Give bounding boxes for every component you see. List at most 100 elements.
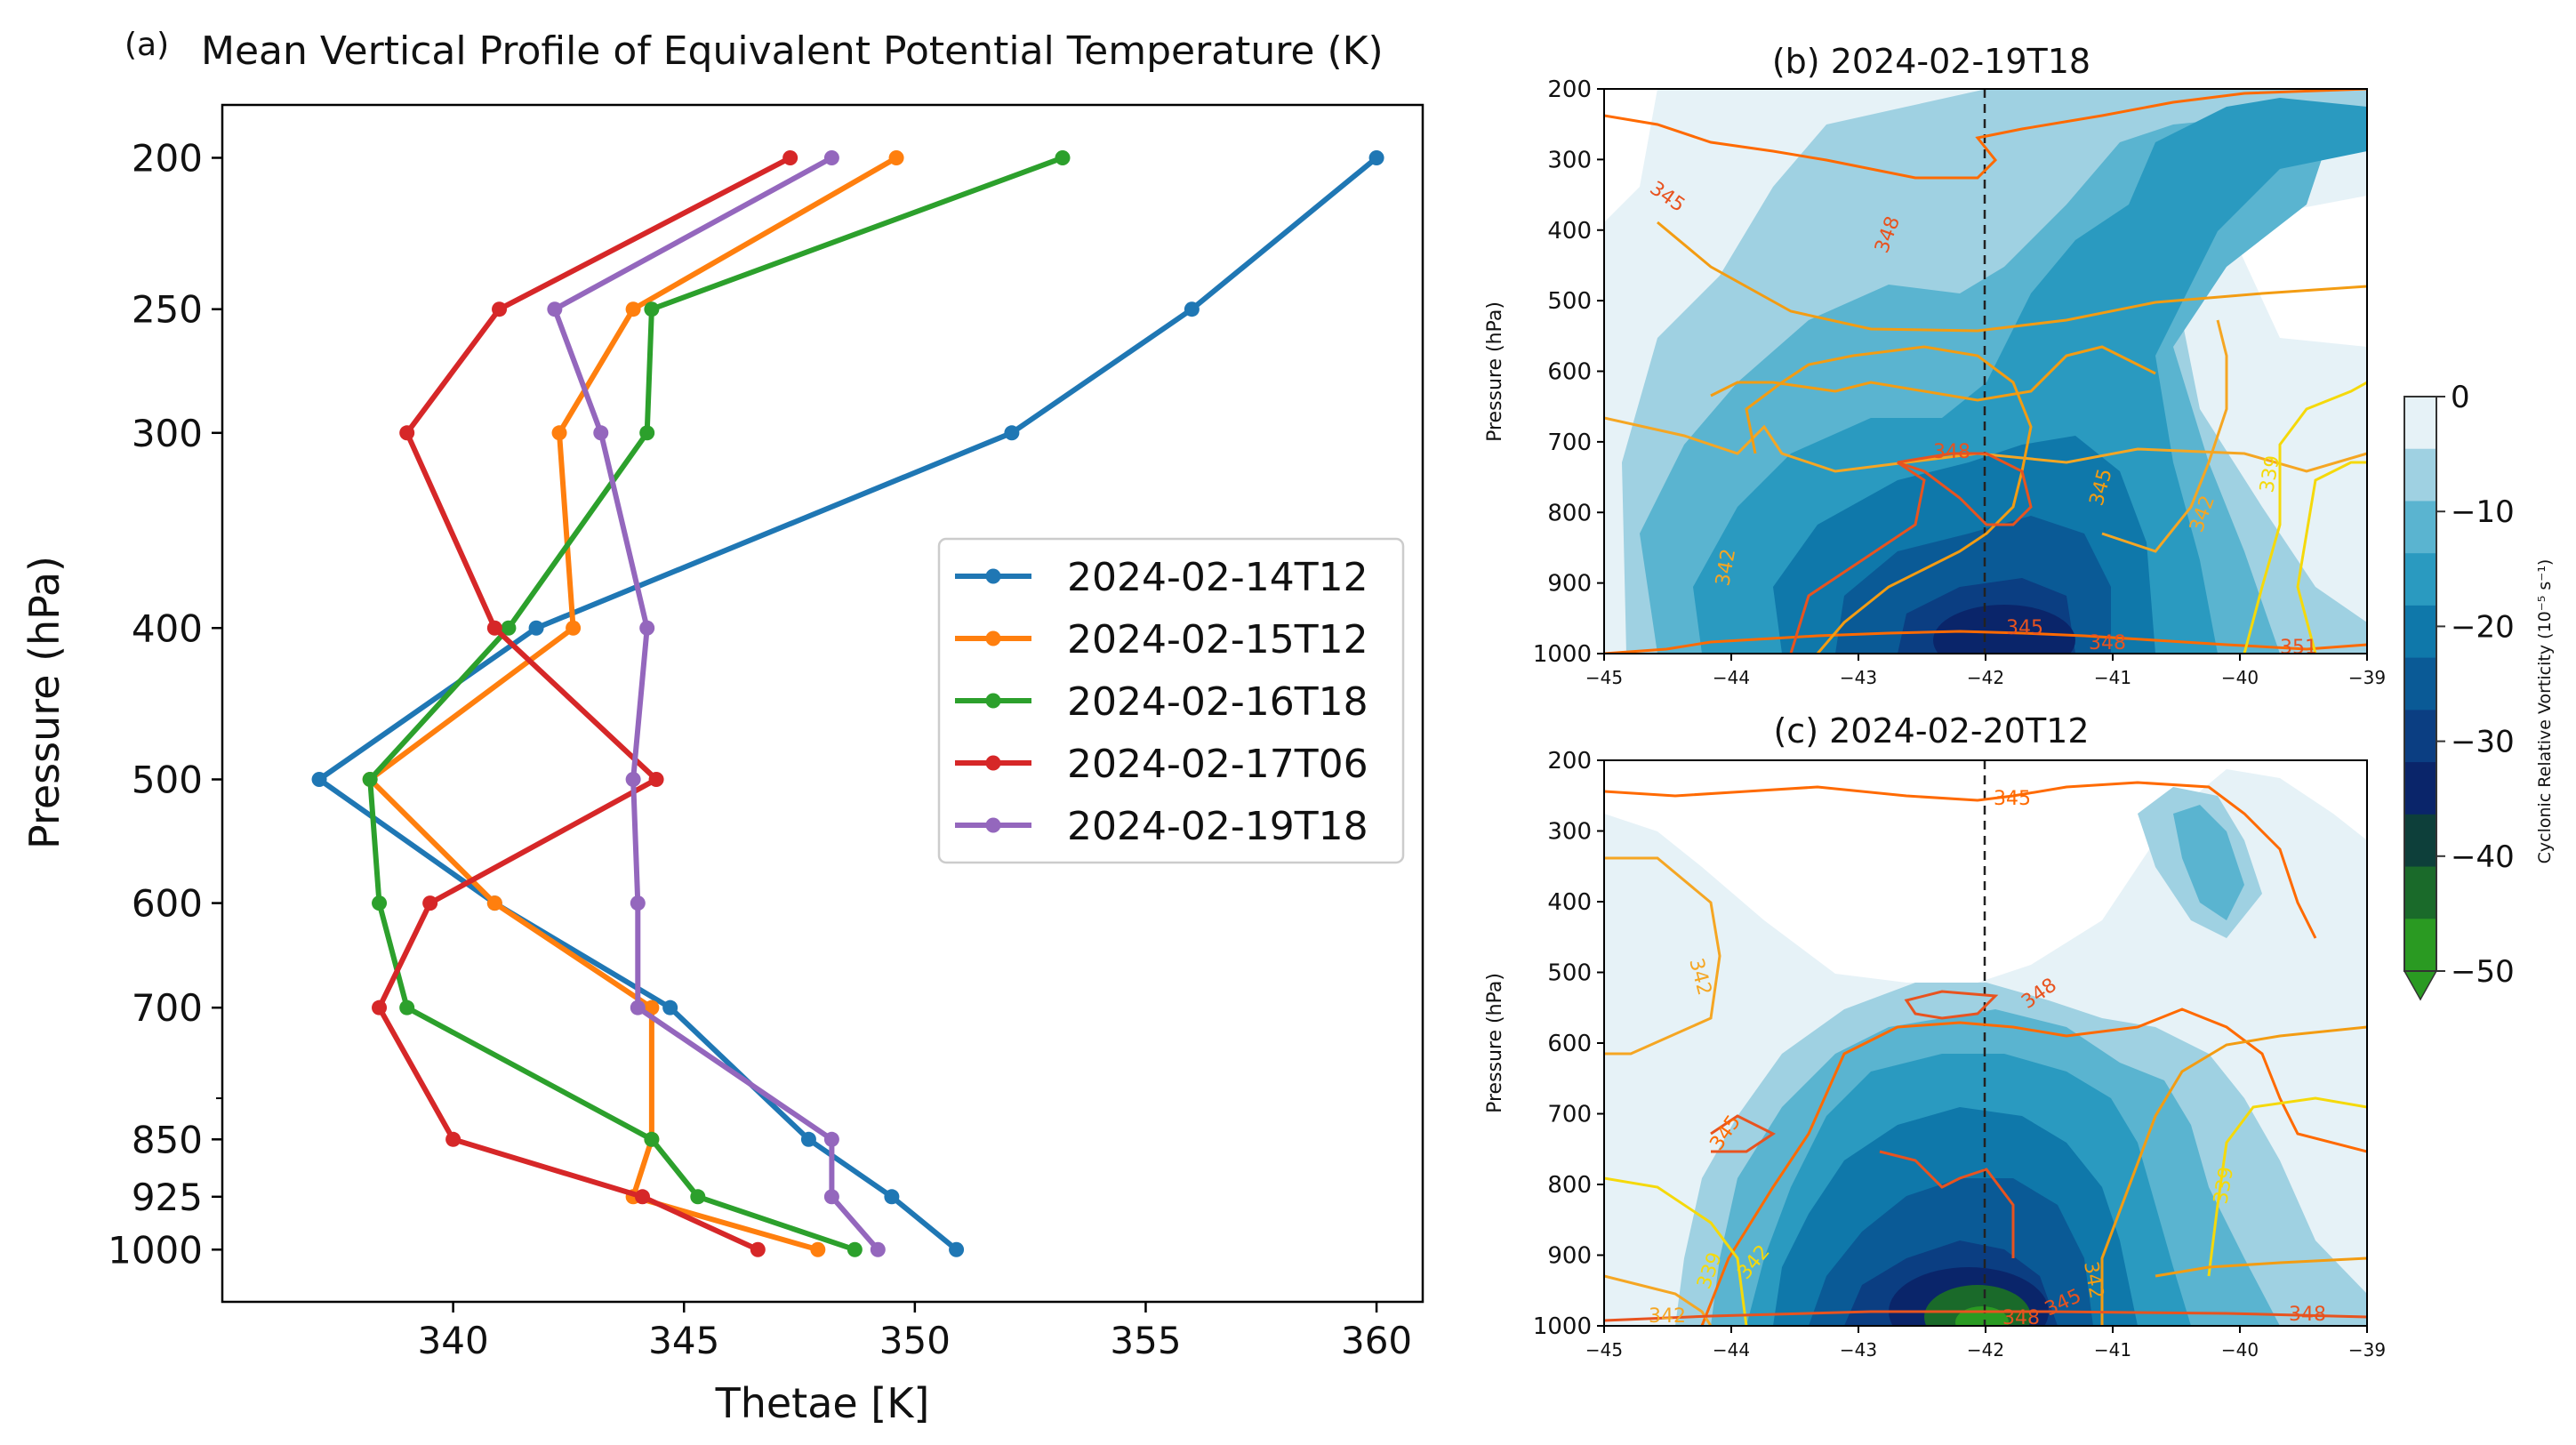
y-tick-label: 400 (1547, 218, 1592, 245)
series-point (639, 425, 655, 441)
series-line-2024-02-14T12 (317, 156, 1379, 1252)
legend-swatch-marker (985, 568, 1001, 584)
panel-b-y-label: Pressure (hPa) (1484, 301, 1506, 442)
legend-swatch-marker (985, 817, 1001, 833)
panel-a-title: Mean Vertical Profile of Equivalent Pote… (201, 28, 1384, 74)
series-point (823, 1189, 839, 1205)
series-point (662, 999, 678, 1016)
panel-a-y-label: Pressure (hPa) (20, 556, 68, 849)
b-core (1933, 605, 2075, 654)
series-point (639, 620, 655, 636)
b-contour-label: 348 (1933, 441, 1970, 463)
y-tick-label: 900 (1547, 571, 1592, 598)
series-point (1004, 425, 1020, 441)
c-contour-label: 345 (1994, 788, 2031, 810)
colorbar-tick-label: −30 (2451, 725, 2515, 760)
a-y-tick-label: 500 (132, 758, 203, 801)
series-point (870, 1241, 886, 1257)
panel-a-x-label: Thetae [K] (715, 1379, 930, 1427)
panel-c-ticks: 200 300 400 500 600 700 800 900 1000−45 −44 −43 −42… (1533, 748, 2386, 1361)
colorbar-ticks: 0 −10 −20 −30 −40 −50 (2436, 380, 2515, 990)
legend-label: 2024-02-16T18 (1067, 679, 1368, 725)
series-point (422, 895, 438, 911)
legend-label: 2024-02-17T06 (1067, 742, 1368, 787)
legend-label: 2024-02-14T12 (1067, 555, 1368, 600)
series-point (884, 1189, 900, 1205)
series-point (888, 149, 904, 165)
legend-swatch-marker (985, 630, 1001, 646)
colorbar-band (2404, 762, 2436, 815)
a-y-tick-label: 700 (132, 986, 203, 1030)
series-point (823, 149, 839, 165)
series-point (690, 1189, 706, 1205)
series-point (1184, 301, 1200, 317)
legend-entries: 2024-02-14T12 2024-02-15T12 2024-02-16T18 2… (955, 555, 1368, 849)
x-tick-label: −45 (1585, 1339, 1623, 1361)
y-tick-label: 300 (1547, 147, 1592, 173)
series-point (1055, 149, 1071, 165)
b-contour-label: 345 (2006, 617, 2043, 639)
colorbar-tick-label: −50 (2451, 954, 2515, 990)
series-point (750, 1241, 766, 1257)
colorbar-frame (2403, 396, 2437, 972)
series-point (486, 895, 502, 911)
series-point (486, 620, 502, 636)
panel-b: (b) 2024-02-19T18 (1484, 42, 2386, 688)
a-x-tick-label: 360 (1341, 1319, 1412, 1362)
series-point (630, 895, 646, 911)
series-point (311, 771, 327, 787)
series-point (399, 425, 415, 441)
panel-a-series (311, 149, 1384, 1257)
panel-a-y-ticks: 200 250 300 400 500 600 700 850 925 1000 (108, 136, 222, 1272)
series-line-2024-02-15T12 (367, 155, 898, 1253)
colorbar-tick-label: −10 (2451, 494, 2515, 530)
series-point (551, 425, 567, 441)
a-y-tick-label: 850 (132, 1118, 203, 1161)
panel-a-tag: (a) (124, 27, 169, 63)
legend-label: 2024-02-15T12 (1067, 617, 1368, 662)
colorbar-band (2404, 397, 2436, 450)
y-tick-label: 600 (1547, 359, 1592, 386)
a-x-tick-label: 355 (1110, 1319, 1181, 1362)
panel-b-field: 345 348 348 345 342 342 339 345 348 351 (1604, 89, 2367, 659)
colorbar-band (2404, 605, 2436, 659)
series-point (949, 1241, 965, 1257)
c-level-15-top (2173, 805, 2244, 920)
series-point (547, 301, 563, 317)
b-contour-label: 348 (2089, 632, 2126, 654)
colorbar-tick-label: −20 (2451, 609, 2515, 645)
legend-swatch-marker (985, 755, 1001, 771)
y-tick-label: 600 (1547, 1031, 1592, 1057)
series-point (372, 999, 388, 1016)
x-tick-label: −41 (2094, 667, 2131, 688)
x-tick-label: −44 (1713, 1339, 1750, 1361)
y-tick-label: 800 (1547, 1172, 1592, 1199)
y-tick-label: 1000 (1533, 1313, 1592, 1340)
colorbar-extend-arrow (2403, 970, 2438, 1001)
a-x-tick-label: 350 (879, 1319, 951, 1362)
y-tick-label: 700 (1547, 1102, 1592, 1128)
colorbar-label: Cyclonic Relative Vorticity (10⁻⁵ s⁻¹) (2535, 559, 2555, 864)
a-y-tick-label: 200 (132, 136, 203, 180)
series-point (823, 1131, 839, 1147)
series-point (644, 301, 660, 317)
colorbar-band (2404, 866, 2436, 919)
x-tick-label: −45 (1585, 667, 1623, 688)
a-x-tick-label: 340 (418, 1319, 489, 1362)
b-contour-label: 351 (2280, 637, 2317, 659)
colorbar-band (2404, 814, 2436, 868)
series-point (372, 895, 388, 911)
x-tick-label: −42 (1967, 667, 2004, 688)
colorbar: 0 −10 −20 −30 −40 −50 Cyclonic Relative Vorti… (2403, 380, 2555, 1001)
a-y-tick-label: 300 (132, 412, 203, 455)
y-tick-label: 800 (1547, 500, 1592, 526)
panel-a: (a) Mean Vertical Profile of Equivalent … (20, 27, 1424, 1427)
series-line-2024-02-17T06 (376, 155, 792, 1253)
a-y-tick-label: 1000 (108, 1228, 203, 1272)
y-tick-label: 900 (1547, 1243, 1592, 1270)
series-point (625, 301, 641, 317)
series-point (847, 1241, 863, 1257)
series-point (399, 999, 415, 1016)
colorbar-band (2404, 919, 2436, 972)
